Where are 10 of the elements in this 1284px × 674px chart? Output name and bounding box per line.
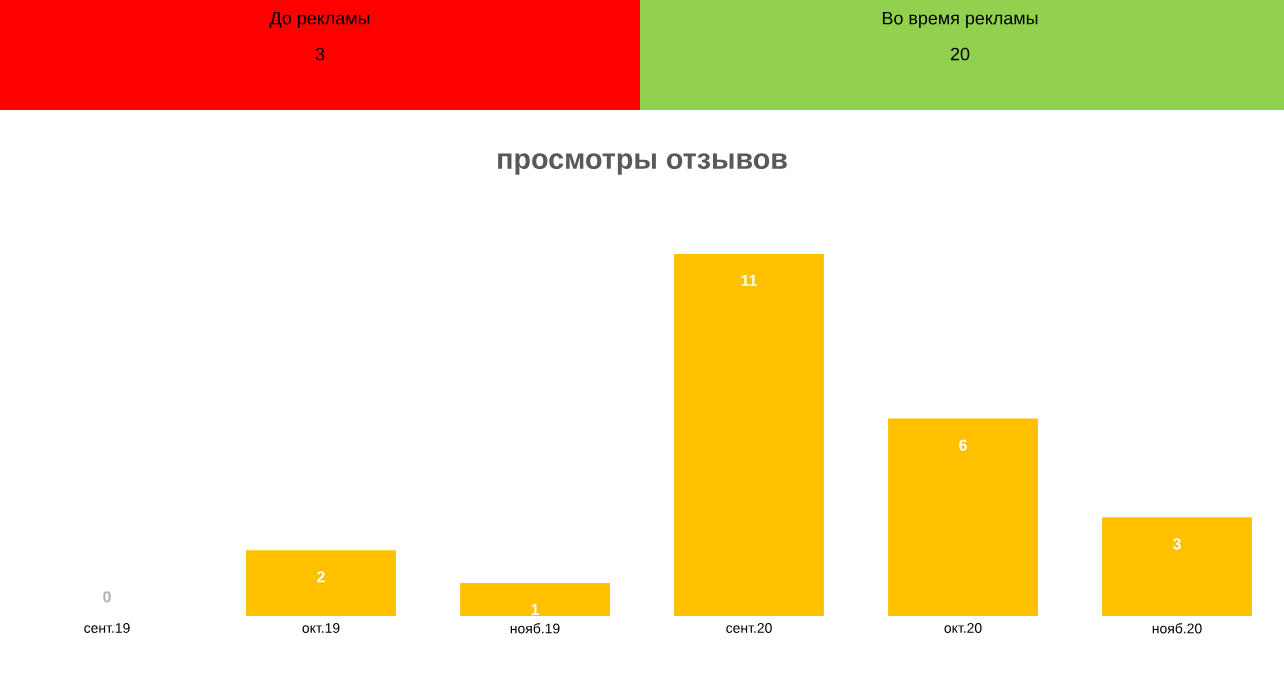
text: До рекламы bbox=[269, 11, 370, 29]
bar bbox=[460, 583, 610, 616]
text: Во время рекламы bbox=[882, 11, 1038, 29]
bar bbox=[1102, 517, 1252, 616]
bar bbox=[246, 550, 396, 616]
text: 20 bbox=[950, 47, 970, 61]
bar bbox=[888, 418, 1038, 616]
chart-title: просмотры отзывов bbox=[498, 153, 787, 175]
bar bbox=[674, 253, 824, 616]
text: 3 bbox=[315, 47, 325, 61]
